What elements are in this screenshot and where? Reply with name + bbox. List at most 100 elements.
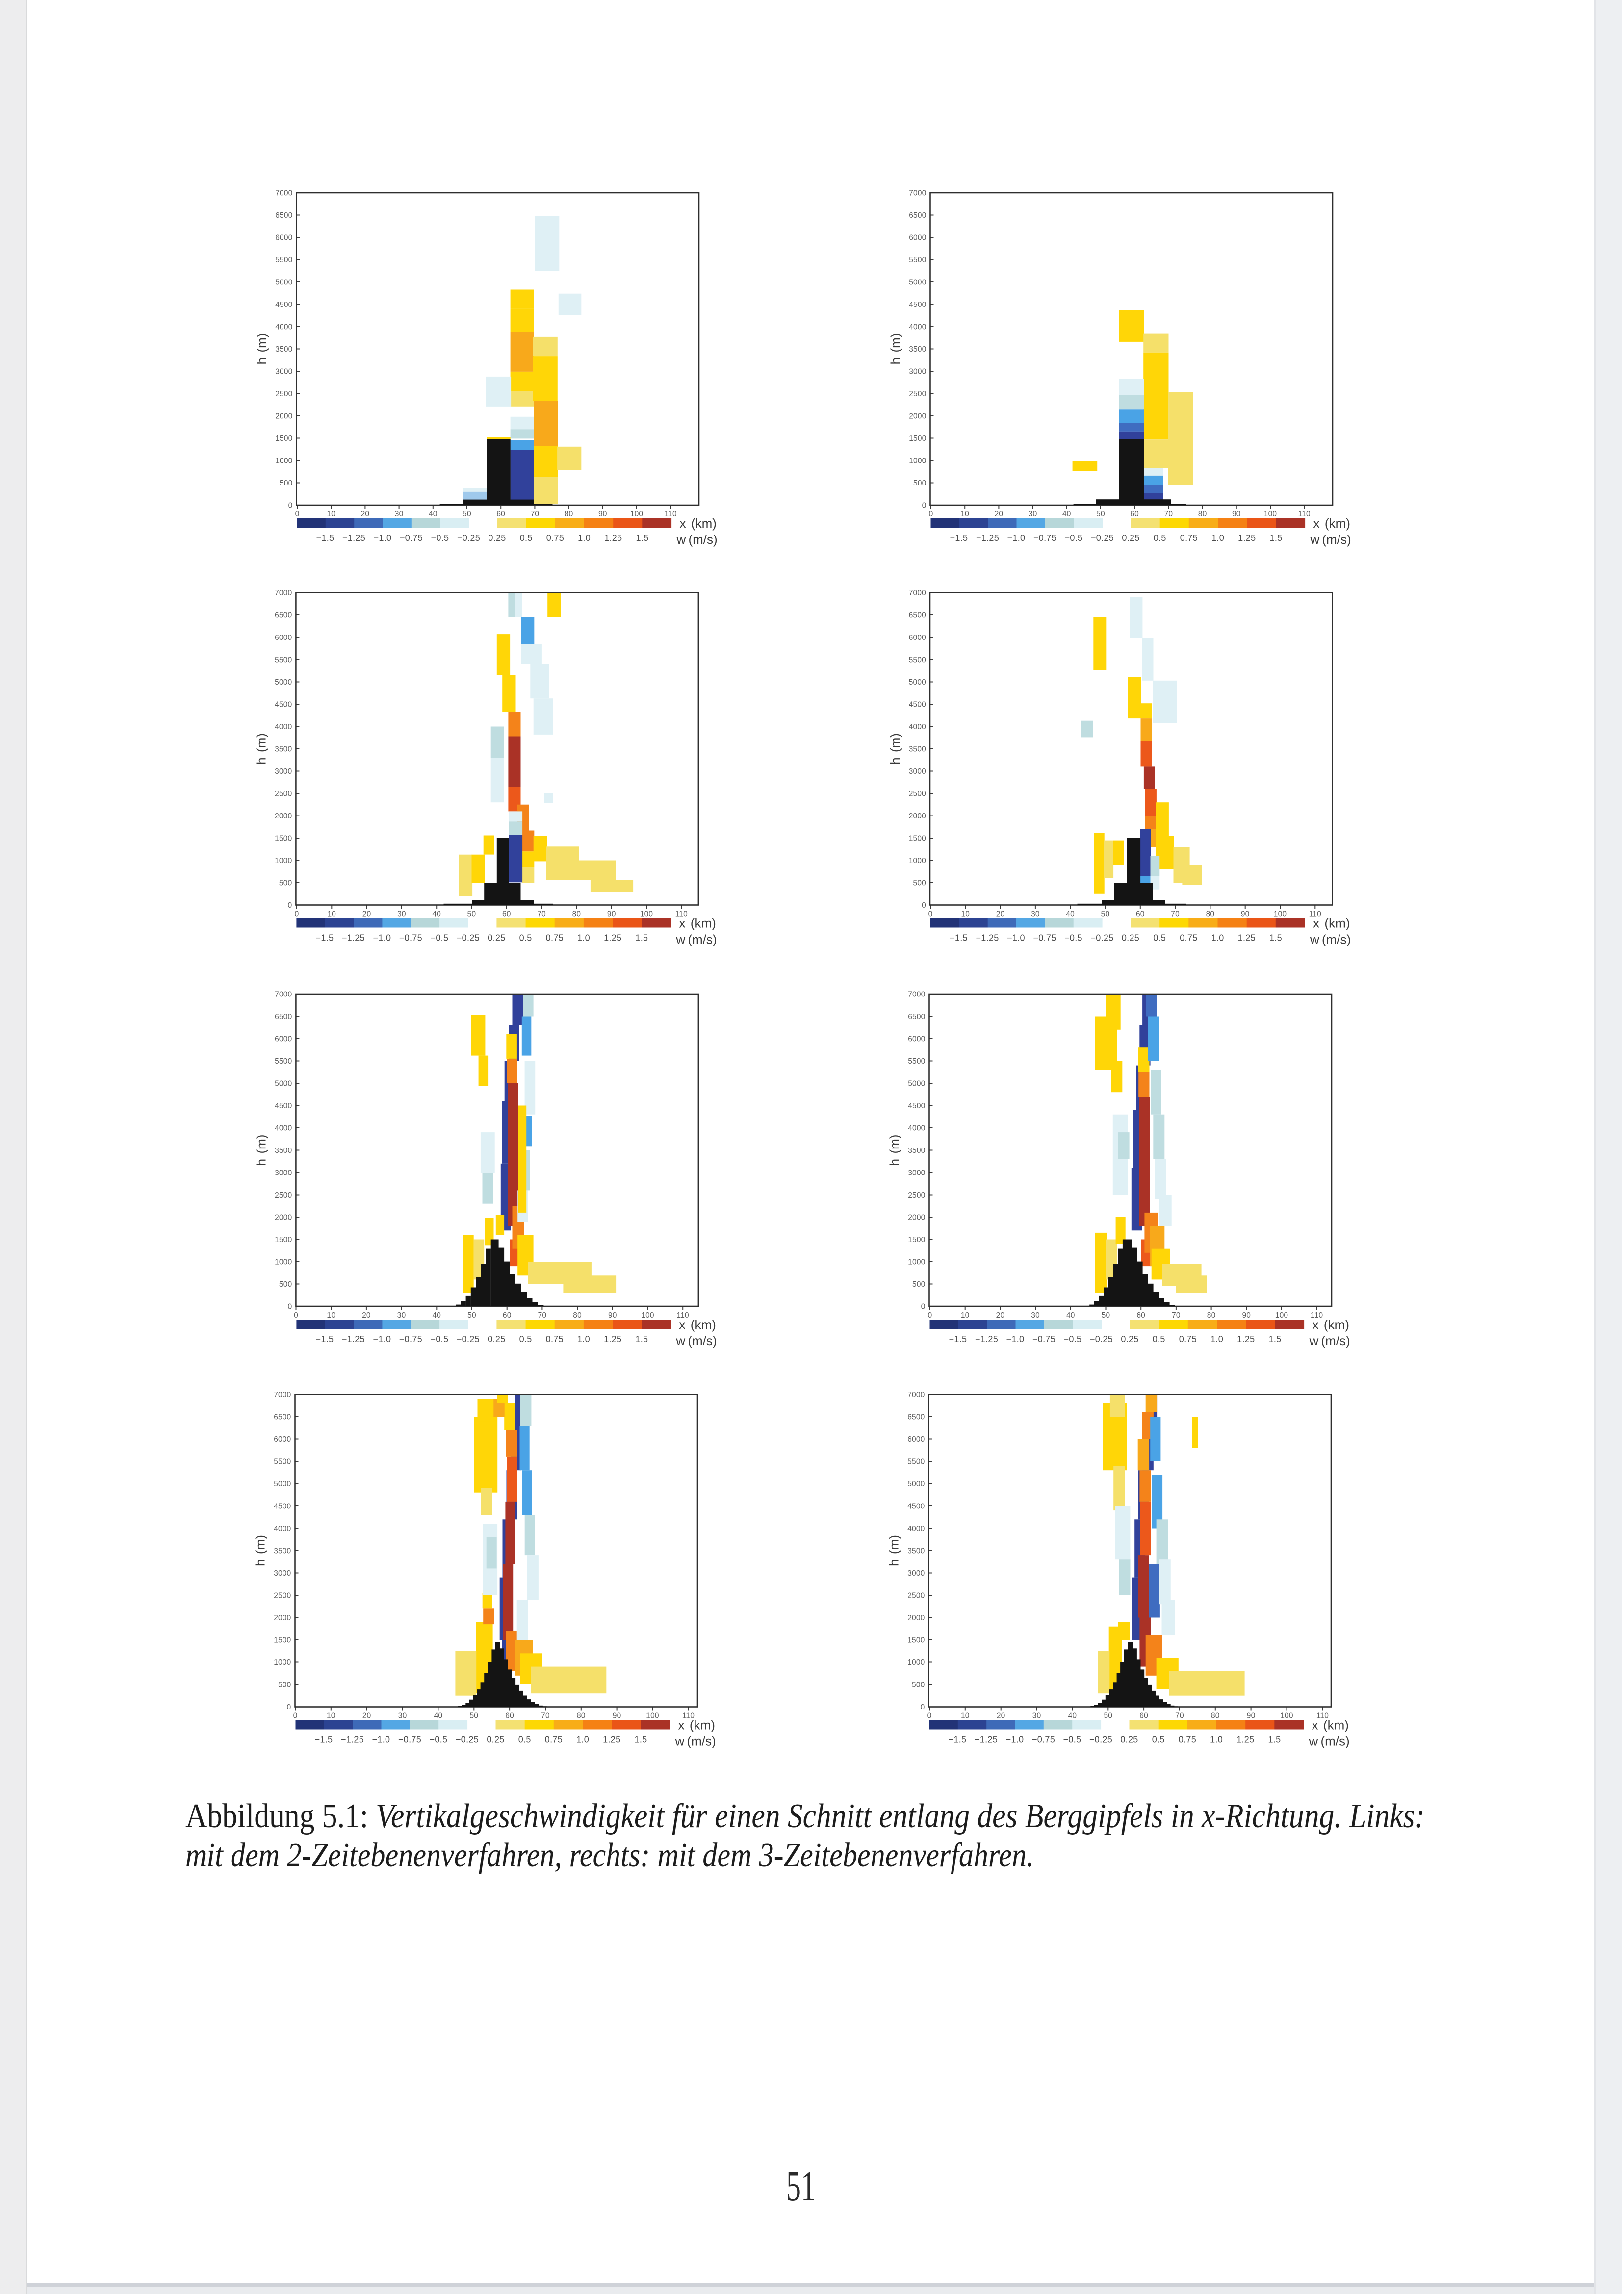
svg-text:100: 100 [646,1712,659,1720]
svg-text:90: 90 [607,910,616,918]
svg-text:7000: 7000 [908,991,925,999]
svg-text:20: 20 [362,1712,371,1720]
svg-text:0.25: 0.25 [1121,1334,1138,1344]
svg-text:1000: 1000 [274,1658,291,1667]
svg-text:h (m): h (m) [888,733,902,765]
svg-text:−0.25: −0.25 [1090,1334,1113,1344]
svg-text:1.25: 1.25 [604,533,622,543]
svg-text:20: 20 [995,510,1004,518]
svg-text:w (m/s): w (m/s) [676,532,718,547]
svg-text:5500: 5500 [275,256,292,264]
svg-text:6000: 6000 [275,634,292,642]
svg-text:500: 500 [279,1280,292,1289]
svg-text:4000: 4000 [909,323,926,332]
svg-text:−1.25: −1.25 [342,933,365,943]
svg-text:70: 70 [1171,910,1180,918]
svg-text:1.0: 1.0 [1210,1735,1223,1745]
svg-text:100: 100 [1264,510,1277,518]
svg-text:3500: 3500 [275,345,292,354]
svg-text:20: 20 [362,1311,371,1320]
svg-text:40: 40 [429,510,438,518]
svg-text:1500: 1500 [907,1636,925,1645]
svg-text:70: 70 [541,1712,550,1720]
svg-text:h (m): h (m) [887,1535,901,1566]
svg-text:−1.0: −1.0 [373,1334,391,1344]
svg-text:4500: 4500 [275,1102,292,1110]
svg-text:0: 0 [922,502,927,510]
svg-text:w (m/s): w (m/s) [675,1333,717,1348]
svg-text:1000: 1000 [907,1658,925,1667]
svg-text:0.5: 0.5 [1153,1334,1165,1344]
svg-text:0.25: 0.25 [488,533,506,543]
svg-text:50: 50 [1102,1311,1110,1320]
svg-text:100: 100 [630,510,644,518]
svg-text:1.5: 1.5 [635,1334,648,1344]
svg-text:−0.25: −0.25 [457,933,480,943]
svg-text:2000: 2000 [909,812,926,820]
svg-text:30: 30 [395,510,404,518]
svg-text:−1.0: −1.0 [1006,1334,1025,1344]
svg-text:20: 20 [362,910,371,918]
svg-text:100: 100 [640,910,653,918]
svg-text:w (m/s): w (m/s) [1309,1333,1350,1348]
svg-text:3000: 3000 [275,368,292,376]
svg-text:1.5: 1.5 [1268,1735,1281,1745]
svg-text:90: 90 [613,1712,621,1720]
svg-text:90: 90 [1241,910,1250,918]
svg-text:90: 90 [608,1311,617,1320]
svg-text:1.5: 1.5 [1269,1334,1282,1344]
svg-text:1.25: 1.25 [1236,1735,1254,1745]
svg-text:6500: 6500 [275,1013,292,1021]
svg-text:−0.5: −0.5 [431,933,449,943]
svg-text:h (m): h (m) [253,1535,268,1566]
svg-text:0.25: 0.25 [488,1334,505,1344]
svg-text:−0.75: −0.75 [399,1334,422,1344]
svg-text:30: 30 [397,910,406,918]
svg-text:3000: 3000 [907,1569,925,1578]
svg-text:2000: 2000 [275,1214,292,1222]
svg-text:3500: 3500 [909,745,926,754]
svg-text:1500: 1500 [908,1236,925,1244]
svg-text:6500: 6500 [275,211,292,220]
svg-text:60: 60 [1139,1712,1148,1720]
svg-text:−0.75: −0.75 [1032,1334,1056,1344]
svg-text:−0.75: −0.75 [1032,1735,1055,1745]
svg-text:5000: 5000 [275,279,292,287]
svg-text:h (m): h (m) [887,1135,902,1166]
svg-text:mit dem 2-Zeitebenenverfahren,: mit dem 2-Zeitebenenverfahren, rechts: m… [185,1837,1034,1874]
svg-text:1.0: 1.0 [578,533,591,543]
svg-text:7000: 7000 [275,589,292,597]
svg-text:6000: 6000 [275,1035,292,1044]
svg-text:1.5: 1.5 [635,933,648,943]
svg-text:2000: 2000 [274,1614,291,1622]
svg-text:1.5: 1.5 [635,1735,647,1745]
svg-text:7000: 7000 [274,1391,291,1399]
svg-text:80: 80 [573,1311,582,1320]
svg-text:20: 20 [361,510,370,518]
svg-text:6500: 6500 [909,211,926,220]
svg-text:70: 70 [1172,1311,1181,1320]
svg-text:10: 10 [961,1311,970,1320]
svg-text:500: 500 [280,479,293,487]
svg-text:1.25: 1.25 [604,1334,621,1344]
svg-text:4500: 4500 [275,701,292,709]
svg-text:−0.5: −0.5 [431,533,449,543]
svg-text:90: 90 [1242,1311,1251,1320]
svg-text:1.25: 1.25 [603,1735,620,1745]
svg-text:0: 0 [287,1703,291,1711]
svg-text:−1.25: −1.25 [976,533,999,543]
svg-text:0.5: 0.5 [1152,1735,1165,1745]
svg-text:0: 0 [928,910,933,918]
svg-text:1000: 1000 [275,857,292,865]
svg-text:1.5: 1.5 [1269,933,1282,943]
svg-text:0: 0 [929,510,933,518]
svg-text:3000: 3000 [908,1169,925,1177]
svg-text:40: 40 [434,1712,443,1720]
svg-text:40: 40 [1066,1311,1075,1320]
svg-text:−1.5: −1.5 [316,533,335,543]
svg-text:7000: 7000 [275,189,292,198]
svg-text:0: 0 [294,1311,298,1320]
svg-text:−1.5: −1.5 [316,933,334,943]
svg-text:1500: 1500 [275,434,292,443]
svg-text:500: 500 [913,479,927,487]
